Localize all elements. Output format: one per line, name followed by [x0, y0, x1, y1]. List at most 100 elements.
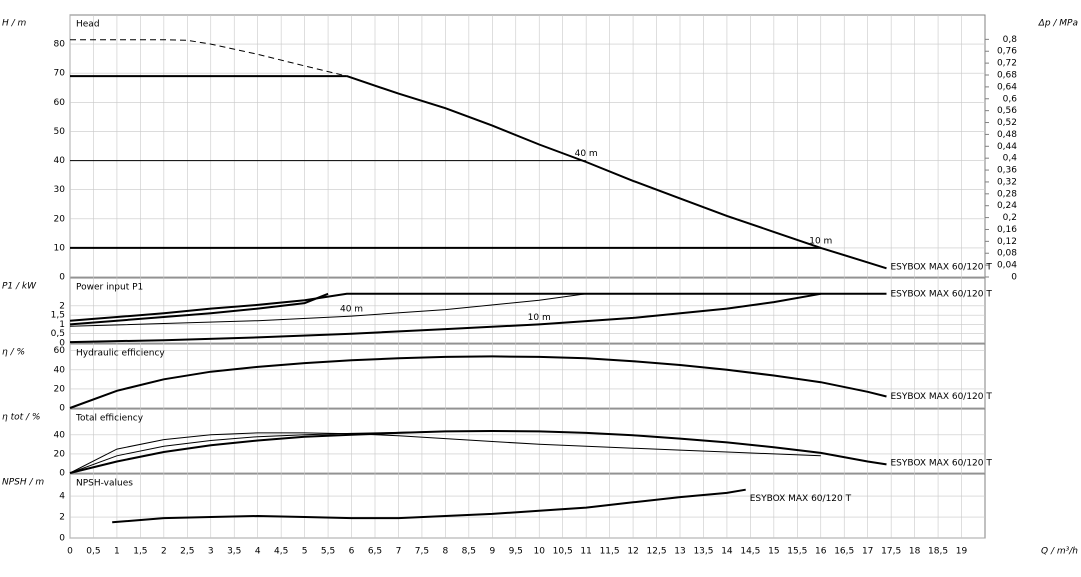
- curve-label: ESYBOX MAX 60/120 T: [890, 392, 992, 402]
- y-tick-label: 40: [54, 365, 66, 375]
- y-tick-label: 70: [54, 69, 66, 79]
- y-tick-label: 20: [54, 384, 66, 394]
- x-tick-label: 5,5: [321, 547, 335, 557]
- y-tick-label: 20: [54, 449, 66, 459]
- y-tick-label: 60: [54, 98, 66, 108]
- y-tick-label: 40: [54, 430, 66, 440]
- x-tick-label: 6,5: [368, 547, 382, 557]
- y-tick-label: 0: [59, 339, 65, 349]
- curve: [112, 488, 746, 524]
- x-tick-label: 0,5: [86, 547, 100, 557]
- y-tick-label: 4: [59, 492, 65, 502]
- curve: [69, 292, 887, 322]
- panel-title: Hydraulic efficiency: [76, 349, 165, 359]
- x-tick-label: 7: [396, 547, 402, 557]
- x-tick-label: 8: [443, 547, 449, 557]
- y-tick-label: 0,5: [51, 329, 65, 339]
- x-tick-label: 19: [956, 547, 968, 557]
- y2-tick-label: 0,52: [997, 118, 1017, 128]
- y-tick-label: 1,5: [51, 311, 65, 321]
- y-axis-title: NPSH / m: [2, 478, 44, 488]
- y2-tick-label: 0,32: [997, 177, 1017, 187]
- x-tick-label: 14: [721, 547, 733, 557]
- x-tick-label: 11: [580, 547, 591, 557]
- y-tick-label: 10: [54, 243, 66, 253]
- x-tick-label: 14,5: [740, 547, 760, 557]
- y-tick-label: 40: [54, 156, 66, 166]
- x-tick-label: 9,5: [509, 547, 523, 557]
- y2-tick-label: 0,44: [997, 142, 1017, 152]
- panel-frame: [69, 277, 986, 344]
- x-tick-label: 8,5: [462, 547, 476, 557]
- y2-tick-label: 0,12: [997, 237, 1017, 247]
- y2-tick-label: 0,8: [1003, 35, 1018, 45]
- y2-tick-label: 0,28: [997, 189, 1017, 199]
- curve-label: 10 m: [528, 313, 551, 323]
- x-tick-label: 5: [302, 547, 308, 557]
- y2-tick-label: 0,76: [997, 47, 1017, 57]
- panel-frame: [69, 343, 986, 409]
- x-tick-label: 10: [534, 547, 546, 557]
- panel-frame: [69, 473, 986, 539]
- curve-label: ESYBOX MAX 60/120 T: [750, 494, 852, 504]
- y-tick-label: 0: [59, 534, 65, 544]
- y-tick-label: 0: [59, 273, 65, 283]
- curve: [69, 292, 821, 344]
- y-tick-label: 1: [59, 320, 65, 330]
- curve: [69, 432, 821, 474]
- x-tick-label: 0: [67, 547, 73, 557]
- x-tick-label: 2: [161, 547, 167, 557]
- x-tick-label: 15: [768, 547, 779, 557]
- y-tick-label: 80: [54, 40, 66, 50]
- y-tick-label: 50: [54, 127, 66, 137]
- y2-tick-label: 0,72: [997, 59, 1017, 69]
- y2-tick-label: 0,08: [997, 249, 1017, 259]
- y-axis-title: η / %: [2, 348, 25, 358]
- y2-tick-label: 0: [1011, 273, 1017, 283]
- x-tick-label: 7,5: [415, 547, 429, 557]
- x-tick-label: 11,5: [600, 547, 620, 557]
- curve-label: 40 m: [575, 149, 598, 159]
- x-tick-label: 17: [862, 547, 873, 557]
- y-axis-title: P1 / kW: [2, 282, 37, 292]
- x-tick-label: 4,5: [274, 547, 288, 557]
- x-tick-label: 4: [255, 547, 261, 557]
- x-tick-label: 1: [114, 547, 120, 557]
- panel-title: Power input P1: [76, 283, 143, 293]
- x-tick-label: 12,5: [647, 547, 667, 557]
- curve-label: 10 m: [809, 236, 832, 246]
- x-tick-label: 18: [909, 547, 921, 557]
- y2-tick-label: 0,24: [997, 201, 1017, 211]
- y2-tick-label: 0,04: [997, 261, 1017, 271]
- panel-frame: [69, 14, 986, 278]
- x-tick-label: 2,5: [180, 547, 194, 557]
- x-tick-label: 10,5: [553, 547, 573, 557]
- panel-title: Head: [76, 20, 100, 30]
- y2-tick-label: 0,6: [1003, 94, 1018, 104]
- x-tick-label: 18,5: [928, 547, 948, 557]
- x-tick-label: 12: [627, 547, 638, 557]
- y-axis-title: η tot / %: [2, 413, 40, 423]
- y-tick-label: 60: [54, 346, 66, 356]
- y2-tick-label: 0,64: [997, 82, 1017, 92]
- x-tick-label: 13: [674, 547, 685, 557]
- curve-label: ESYBOX MAX 60/120 T: [890, 459, 992, 469]
- x-tick-label: 16,5: [834, 547, 854, 557]
- y2-tick-label: 0,4: [1003, 154, 1018, 164]
- curve: [69, 293, 587, 327]
- x-axis-title: Q / m³/h: [1041, 547, 1078, 557]
- curve: [69, 430, 587, 474]
- y2-tick-label: 0,56: [997, 106, 1017, 116]
- panel-title: NPSH-values: [76, 479, 133, 489]
- y2-tick-label: 0,48: [997, 130, 1017, 140]
- x-tick-label: 3: [208, 547, 214, 557]
- x-tick-label: 6: [349, 547, 355, 557]
- x-tick-label: 9: [489, 547, 495, 557]
- y-tick-label: 30: [54, 185, 66, 195]
- curve-label: ESYBOX MAX 60/120 T: [890, 289, 992, 299]
- x-tick-label: 13,5: [693, 547, 713, 557]
- x-tick-label: 17,5: [881, 547, 901, 557]
- y-axis-title: H / m: [2, 19, 27, 29]
- curve: [70, 39, 347, 77]
